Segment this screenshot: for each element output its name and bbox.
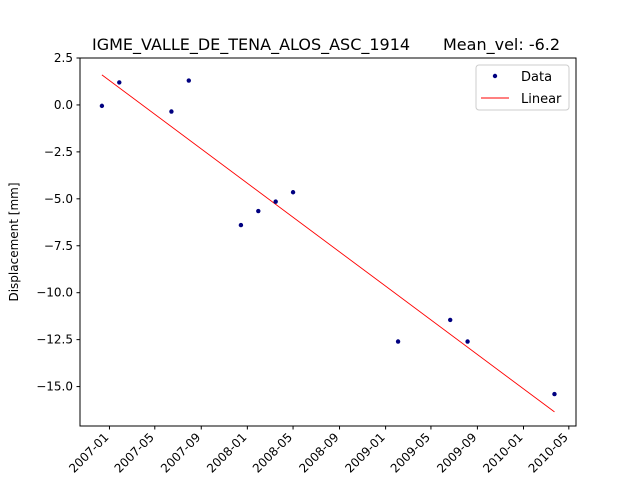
data-point [395, 339, 401, 344]
y-tick-label: 0.0 [54, 98, 73, 112]
y-tick-label: −5.0 [44, 192, 73, 206]
legend-label: Linear [521, 92, 562, 107]
legend-marker-data [492, 73, 498, 79]
x-tick-label: 2010-01 [480, 430, 525, 475]
data-point [238, 222, 244, 228]
axes-frame [79, 57, 577, 427]
x-tick-label: 2008-05 [250, 430, 295, 475]
x-tick-label: 2009-05 [388, 430, 433, 475]
x-tick-label: 2009-01 [342, 430, 387, 475]
y-tick-label: −10.0 [36, 286, 73, 300]
y-tick-label: −7.5 [44, 239, 73, 253]
x-tick-label: 2008-01 [204, 430, 249, 475]
y-tick-label: −15.0 [36, 380, 73, 394]
legend: Data Linear [475, 64, 570, 111]
y-tick-label: −2.5 [44, 145, 73, 159]
chart-title-right: Mean_vel: -6.2 [443, 35, 560, 55]
series-line-linear [101, 74, 555, 413]
x-tick-label: 2010-05 [526, 430, 571, 475]
y-axis-label: Displacement [mm] [7, 182, 21, 301]
chart-title-left: IGME_VALLE_DE_TENA_ALOS_ASC_1914 [92, 35, 410, 55]
data-point [552, 391, 557, 397]
data-point [290, 190, 296, 195]
y-tick-label: −12.5 [36, 333, 73, 347]
plot-area [99, 74, 557, 413]
data-point [99, 103, 105, 109]
data-point [273, 199, 278, 204]
x-tick-label: 2007-05 [112, 430, 157, 475]
y-tick-label: 2.5 [54, 51, 73, 65]
legend-label: Data [521, 70, 552, 85]
data-point [169, 109, 174, 114]
x-tick-label: 2009-09 [434, 430, 479, 475]
x-tick-label: 2007-09 [158, 430, 203, 475]
data-point [117, 80, 122, 85]
data-point [465, 339, 470, 344]
data-point [186, 78, 191, 83]
data-point [256, 208, 261, 214]
data-point [448, 317, 453, 323]
legend-box [475, 64, 570, 111]
x-tick-label: 2007-01 [66, 430, 111, 475]
x-tick-label: 2008-09 [296, 430, 341, 475]
